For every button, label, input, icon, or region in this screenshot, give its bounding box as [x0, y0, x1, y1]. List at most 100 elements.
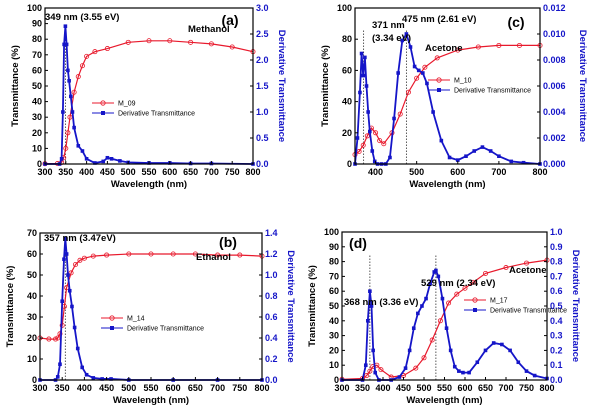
data-point [436, 274, 441, 279]
data-point [424, 296, 428, 301]
data-point [170, 251, 176, 257]
y-right-axis-label: Derivative Transmittance [570, 250, 581, 362]
y-right-tick-label: 0.8 [265, 291, 278, 301]
data-point [373, 130, 379, 136]
data-point [462, 285, 468, 291]
data-point [377, 138, 383, 144]
y-left-tick-label: 70 [329, 271, 339, 281]
data-point [400, 38, 405, 43]
data-point [66, 68, 70, 73]
y-left-tick-label: 100 [27, 3, 42, 13]
y-left-tick-label: 30 [32, 112, 42, 122]
legend-label: M_10 [454, 78, 472, 85]
data-point [373, 370, 378, 375]
data-point [464, 154, 468, 158]
y-right-tick-label: 0.8 [550, 257, 563, 267]
x-tick-label: 800 [245, 167, 260, 177]
x-tick-label: 400 [79, 167, 94, 177]
data-point [67, 114, 73, 120]
data-point [90, 253, 96, 259]
data-point [422, 64, 428, 70]
data-point [370, 149, 375, 153]
y-left-tick-label: 70 [32, 50, 42, 60]
data-point [408, 45, 413, 49]
data-point [63, 24, 68, 28]
data-point [75, 74, 81, 80]
data-point [367, 368, 373, 374]
data-point [508, 348, 512, 353]
data-point [420, 304, 424, 308]
data-point [57, 331, 63, 337]
legend-swatch-marker [472, 297, 478, 303]
y-left-tick-label: 10 [329, 360, 339, 370]
data-point [488, 149, 493, 153]
data-point [100, 377, 104, 381]
x-tick-label: 700 [204, 167, 219, 177]
x-tick-label: 750 [225, 167, 240, 177]
data-point [71, 89, 77, 95]
data-point [434, 268, 438, 273]
data-point [437, 318, 443, 324]
data-point [378, 367, 384, 373]
peak-annotation: 371 nm [372, 20, 405, 31]
chart-panel-c: 400 500 600 700 800 0 20 40 60 80 100 0.000 0.002 0.0… [320, 3, 588, 190]
data-point [60, 299, 64, 304]
data-point [208, 41, 214, 47]
x-tick-label: 750 [519, 383, 534, 393]
data-point [532, 373, 537, 378]
peak-annotation: 357 nm (3.47eV) [44, 233, 116, 244]
data-point [125, 39, 131, 45]
y-right-tick-label: 0.002 [543, 133, 566, 143]
y-left-tick-label: 40 [329, 316, 339, 326]
data-point [63, 236, 68, 241]
data-point [64, 42, 69, 47]
data-point [444, 326, 449, 330]
y-left-tick-label: 0 [37, 159, 42, 169]
data-point [455, 158, 460, 162]
data-point [434, 55, 440, 61]
y-right-tick-label: 0.3 [550, 331, 563, 341]
data-point [358, 90, 362, 95]
data-point [80, 365, 84, 370]
data-point [475, 44, 481, 50]
data-point [72, 325, 77, 330]
data-point [404, 32, 409, 36]
y-right-tick-label: 0.010 [543, 29, 566, 39]
data-point [521, 160, 526, 165]
data-point [67, 288, 72, 293]
data-point [77, 257, 83, 263]
y-left-tick-label: 60 [329, 286, 339, 296]
data-point [70, 304, 74, 309]
x-tick-label: 700 [498, 383, 513, 393]
data-point [105, 155, 110, 160]
data-point [76, 144, 81, 148]
x-tick-label: 650 [478, 383, 493, 393]
y-left-tick-label: 50 [27, 270, 37, 280]
y-left-axis-label: Transmittance (%) [320, 45, 331, 127]
y-right-tick-label: 0.4 [265, 333, 278, 343]
data-point [496, 42, 502, 48]
data-point [397, 111, 403, 117]
panel-label: (c) [507, 14, 524, 30]
data-point [482, 270, 488, 276]
y-right-tick-label: 0.004 [543, 107, 566, 117]
x-tick-label: 400 [368, 167, 383, 177]
data-point [470, 279, 476, 285]
y-left-tick-label: 80 [32, 34, 42, 44]
data-point [46, 336, 52, 342]
data-point [93, 161, 97, 165]
data-point [397, 375, 402, 379]
y-right-tick-label: 0.006 [543, 81, 566, 91]
data-point [363, 55, 367, 60]
data-point [79, 63, 85, 69]
data-point [500, 342, 504, 347]
data-point [421, 355, 427, 361]
x-tick-label: 700 [210, 383, 225, 393]
y-right-tick-label: 0.9 [550, 242, 563, 252]
data-point [503, 265, 509, 271]
data-point [359, 51, 364, 56]
data-point [405, 89, 411, 95]
data-point [407, 348, 412, 353]
y-right-tick-label: 1.4 [265, 228, 278, 238]
